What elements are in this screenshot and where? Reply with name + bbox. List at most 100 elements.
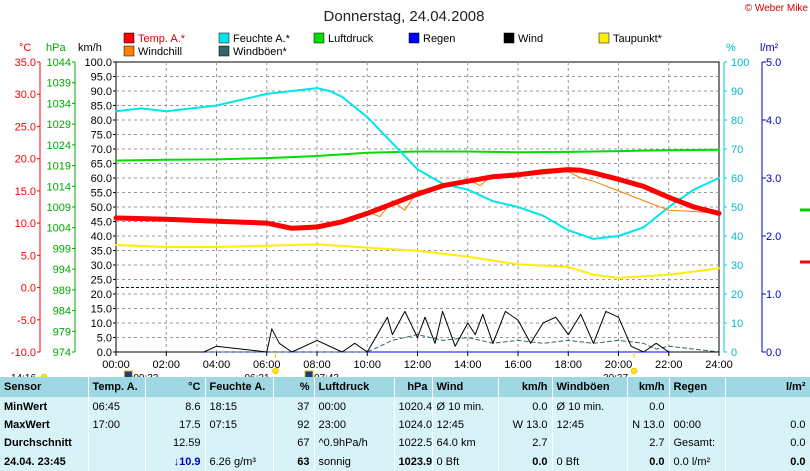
- wind-tick-label: 0.0: [97, 347, 112, 359]
- table-cell: [205, 434, 274, 453]
- chart-title: Donnerstag, 24.04.2008: [324, 8, 485, 25]
- legend-label: Regen: [423, 33, 455, 45]
- pressure-tick-label: 1024: [47, 140, 71, 152]
- table-cell: [88, 434, 146, 453]
- table-cell: 6.26 g/m³: [205, 452, 274, 471]
- temp-tick-label: 5.0: [21, 250, 36, 262]
- header-rain: Regen: [669, 377, 726, 398]
- wind-tick-label: 80.0: [91, 115, 112, 127]
- table-cell: W 13.0: [498, 415, 553, 435]
- moonrise-time: 00:32: [133, 373, 158, 377]
- table-cell: Ø 10 min.: [432, 397, 499, 416]
- pressure-tick-label: 1029: [47, 119, 71, 131]
- legend-label: Temp. A.*: [138, 33, 186, 45]
- time-tick-label: 06:00: [253, 359, 281, 371]
- temp-unit-label: °C: [19, 42, 31, 54]
- table-cell: 2.7: [627, 434, 670, 453]
- table-row-max: MaxWert 17:00 17.5 07:15 92 23:00 1024.0…: [0, 415, 810, 435]
- table-cell: [725, 397, 810, 416]
- time-tick-label: 02:00: [152, 359, 180, 371]
- series-luftdruck: [115, 148, 720, 162]
- table-cell: 64.0 km: [432, 434, 499, 453]
- wind-tick-label: 45.0: [91, 217, 112, 229]
- pressure-tick-label: 1004: [47, 223, 71, 235]
- pressure-tick-label: 1039: [47, 78, 71, 90]
- sunset-icon: [630, 367, 638, 375]
- humidity-tick-label: 80: [731, 115, 743, 127]
- series-temp-a: [113, 167, 722, 231]
- header-rain-unit: l/m²: [725, 377, 810, 398]
- table-cell: [552, 434, 628, 453]
- legend-swatch: [218, 45, 230, 57]
- header-humidity-unit: %: [273, 377, 315, 398]
- wind-tick-label: 60.0: [91, 173, 112, 185]
- table-row-average: Durchschnitt 12.59 67 ^0.9hPa/h 1022.5 6…: [0, 434, 810, 453]
- humidity-tick-label: 20: [731, 289, 743, 301]
- time-tick-label: 12:00: [404, 359, 432, 371]
- temp-tick-label: 30.0: [15, 89, 36, 101]
- pressure-tick-label: 1034: [47, 98, 71, 110]
- rain-tick-label: 4.0: [766, 115, 781, 127]
- table-cell: 0.0: [725, 452, 810, 471]
- table-cell: [669, 397, 726, 416]
- time-tick-label: 22:00: [655, 359, 683, 371]
- legend-swatch: [123, 45, 135, 57]
- table-cell: ↓10.9: [145, 452, 206, 471]
- legend-label: Taupunkt*: [613, 33, 663, 45]
- header-pressure-unit: hPa: [394, 377, 433, 398]
- legend-swatch: [408, 32, 420, 44]
- table-cell: ^0.9hPa/h: [314, 434, 395, 453]
- table-cell: 0.0: [498, 452, 553, 471]
- legend-label: Windchill: [138, 46, 182, 58]
- header-pressure: Luftdruck: [314, 377, 395, 398]
- temp-tick-label: -5.0: [17, 315, 36, 327]
- wind-tick-label: 25.0: [91, 275, 112, 287]
- wind-tick-label: 100.0: [84, 57, 112, 69]
- wind-tick-label: 50.0: [91, 202, 112, 214]
- temp-tick-label: 10.0: [15, 218, 36, 230]
- watermark: © Weber Mike: [745, 3, 809, 14]
- table-cell: sonnig: [314, 452, 395, 471]
- time-tick-label: 08:00: [303, 359, 331, 371]
- table-cell: 0.0 l/m²: [669, 452, 726, 471]
- row-label: MaxWert: [0, 415, 89, 435]
- time-tick-label: 14:00: [454, 359, 482, 371]
- moonrise-time: 07:43: [314, 373, 339, 377]
- table-cell: 17.5: [145, 415, 206, 435]
- time-tick-label: 04:00: [203, 359, 231, 371]
- table-row-current: 24.04. 23:45 ↓10.9 6.26 g/m³ 63 sonnig 1…: [0, 452, 810, 471]
- wind-tick-label: 95.0: [91, 72, 112, 84]
- table-cell: 67: [273, 434, 315, 453]
- wind-tick-label: 5.0: [97, 333, 112, 345]
- table-cell: 12:45: [552, 415, 628, 435]
- wind-tick-label: 65.0: [91, 159, 112, 171]
- rain-tick-label: 2.0: [766, 231, 781, 243]
- wind-tick-label: 90.0: [91, 86, 112, 98]
- table-cell: N 13.0: [627, 415, 670, 435]
- pressure-tick-label: 974: [53, 347, 71, 359]
- moonrise-icon: [304, 370, 314, 377]
- series-windb-en: [115, 334, 720, 353]
- time-tick-label: 24:00: [705, 359, 733, 371]
- wind-tick-label: 75.0: [91, 130, 112, 142]
- header-sensor: Sensor: [0, 377, 89, 398]
- table-cell: 2.7: [498, 434, 553, 453]
- rain-tick-label: 3.0: [766, 173, 781, 185]
- sunrise-icon: [272, 367, 279, 375]
- wind-tick-label: 20.0: [91, 289, 112, 301]
- table-cell: 0.0: [627, 397, 670, 416]
- time-tick-label: 18:00: [554, 359, 582, 371]
- temp-tick-label: 35.0: [15, 57, 36, 69]
- series-taupunkt: [115, 243, 720, 279]
- table-cell: 18:15: [205, 397, 274, 416]
- pressure-tick-label: 1044: [47, 57, 71, 69]
- wind-unit-label: km/h: [78, 42, 102, 54]
- rain-tick-label: 5.0: [766, 57, 781, 69]
- temp-tick-label: 20.0: [15, 154, 36, 166]
- table-cell: 0.0: [627, 452, 670, 471]
- row-label: Durchschnitt: [0, 434, 89, 453]
- humidity-tick-label: 40: [731, 231, 743, 243]
- moonset-time: 14:16: [11, 373, 36, 377]
- table-cell: 0.0: [725, 434, 810, 453]
- weather-chart: Donnerstag, 24.04.2008 © Weber Mike Temp. …: [11, 3, 810, 377]
